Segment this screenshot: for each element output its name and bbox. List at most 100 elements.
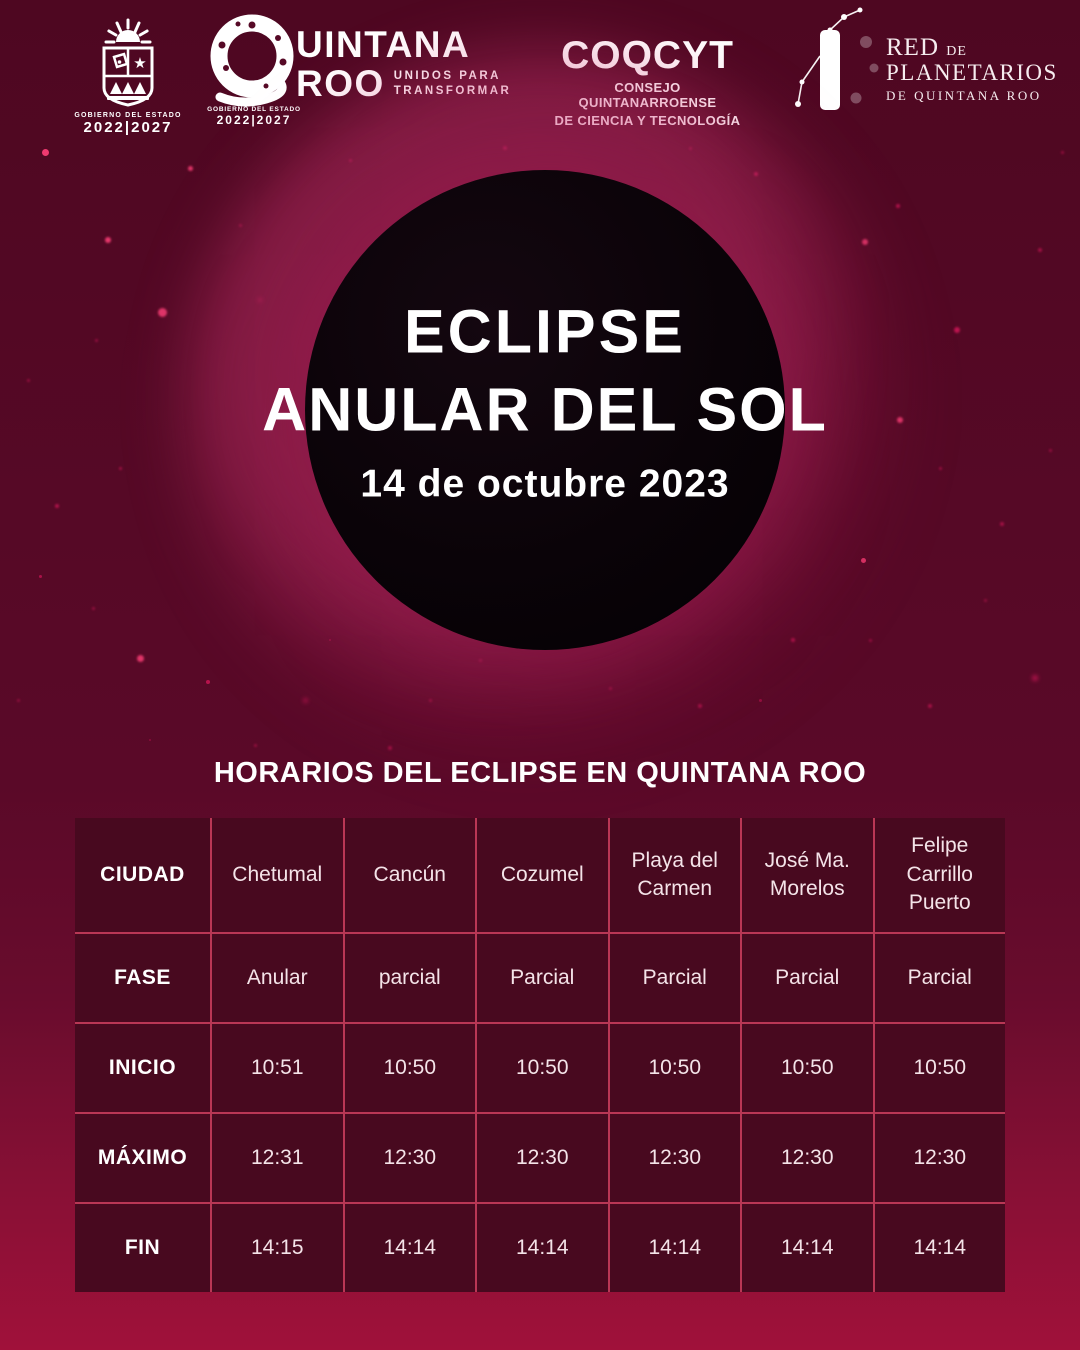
table-header-city-5: Felipe Carrillo Puerto [874, 818, 1005, 932]
star-dot [206, 680, 210, 684]
eclipse-moon-disc [305, 170, 785, 650]
star-dot [954, 327, 960, 333]
table-cell-r0-c2: Parcial [477, 934, 608, 1022]
star-dot [348, 158, 352, 162]
eclipse-date: 14 de octubre 2023 [360, 462, 730, 506]
gobierno-crest-logo: ★ GOBIERNO DEL ESTADO 2022|2027 [68, 18, 188, 136]
star-dot [754, 172, 758, 176]
schedule-section-title: HORARIOS DEL ECLIPSE EN QUINTANA ROO [213, 757, 867, 789]
star-dot [38, 574, 42, 578]
star-dot [238, 223, 242, 227]
svg-text:★: ★ [133, 55, 146, 72]
logo-bar: ★ GOBIERNO DEL ESTADO 2022|2027 [0, 0, 1080, 145]
star-dot [928, 704, 932, 708]
star-dot [1060, 150, 1064, 154]
table-header-city-1: Cancún [344, 818, 475, 932]
star-dot [388, 746, 392, 750]
table-cell-r3-c3: 14:14 [609, 1204, 740, 1292]
star-dot [187, 165, 193, 171]
table-header-city-2: Cozumel [477, 818, 608, 932]
red-planetarios-logo: RED DE PLANETARIOS DE QUINTANA ROO [786, 6, 1058, 120]
table-cell-r1-c3: 10:50 [609, 1024, 740, 1112]
table-cell-r0-c5: Parcial [874, 934, 1005, 1022]
star-dot [302, 697, 308, 703]
table-cell-r1-c2: 10:50 [477, 1024, 608, 1112]
star-dot [253, 743, 257, 747]
star-dot [428, 698, 432, 702]
star-dot [938, 466, 942, 470]
star-dot [105, 237, 111, 243]
planetarios-word-planetarios: PLANETARIOS [886, 60, 1058, 86]
star-dot [791, 638, 795, 642]
qr-years: 2022|2027 [216, 113, 292, 127]
star-dot [897, 417, 903, 423]
star-dot [862, 239, 868, 245]
eclipse-schedule-table: CIUDAD Chetumal Cancún Cozumel Playa del Car… [75, 818, 1005, 1292]
table-cell-r0-c3: Parcial [609, 934, 740, 1022]
star-dot [118, 466, 122, 470]
table-header-city-4: José Ma. Morelos [742, 818, 873, 932]
star-dot [1032, 675, 1038, 681]
star-dot [983, 598, 987, 602]
star-dot [896, 204, 900, 208]
table-cell-r1-c1: 10:50 [344, 1024, 475, 1112]
table-cell-r0-c1: parcial [344, 934, 475, 1022]
planetarios-word-red: RED [886, 34, 939, 62]
table-cell-r2-c1: 12:30 [344, 1114, 475, 1202]
quintana-roo-logo: GOBIERNO DEL ESTADO 2022|2027 UINTANA RO… [202, 10, 511, 127]
table-cell-r1-c5: 10:50 [874, 1024, 1005, 1112]
star-dot [157, 307, 167, 317]
table-cell-r2-c2: 12:30 [477, 1114, 608, 1202]
ornate-q-icon [210, 14, 294, 107]
table-cell-r2-c3: 12:30 [609, 1114, 740, 1202]
table-row-label-2: MÁXIMO [75, 1114, 210, 1202]
table-cell-r1-c0: 10:51 [212, 1024, 343, 1112]
state-crest-icon: ★ [102, 18, 154, 107]
star-dot [860, 557, 866, 563]
star-dot [329, 639, 331, 641]
table-cell-r0-c0: Anular [212, 934, 343, 1022]
star-dot [1048, 448, 1052, 452]
star-dot [1000, 522, 1004, 526]
coqcyt-logo: COQCYT CONSEJO QUINTANARROENSE DE CIENCI… [545, 36, 750, 128]
table-cell-r2-c5: 12:30 [874, 1114, 1005, 1202]
table-header-city-3: Playa del Carmen [609, 818, 740, 932]
qr-word-roo: ROO [296, 63, 385, 104]
qr-word-uintana: UINTANA [296, 24, 471, 65]
table-cell-r3-c0: 14:15 [212, 1204, 343, 1292]
coqcyt-title: COQCYT [561, 34, 734, 77]
planetarios-word-region: DE QUINTANA ROO [886, 87, 1042, 103]
star-dot [1038, 248, 1042, 252]
star-dot [868, 638, 872, 642]
table-header-city-0: Chetumal [212, 818, 343, 932]
table-cell-r3-c2: 14:14 [477, 1204, 608, 1292]
star-dot [698, 704, 702, 708]
crest-years: 2022|2027 [83, 119, 173, 136]
star-dot [91, 606, 95, 610]
table-cell-r0-c4: Parcial [742, 934, 873, 1022]
eclipse-title-line2: ANULAR DEL SOL [262, 375, 828, 444]
table-header-ciudad: CIUDAD [75, 818, 210, 932]
eclipse-graphic: ECLIPSE ANULAR DEL SOL 14 de octubre 202… [185, 50, 905, 770]
star-dot [41, 148, 49, 156]
star-dot [26, 378, 30, 382]
qr-subtitle: GOBIERNO DEL ESTADO [207, 106, 301, 113]
star-dot [94, 338, 98, 342]
eclipse-title-block: ECLIPSE ANULAR DEL SOL 14 de octubre 202… [185, 301, 905, 506]
table-cell-r3-c1: 14:14 [344, 1204, 475, 1292]
table-row-label-1: INICIO [75, 1024, 210, 1112]
star-dot [55, 504, 59, 508]
qr-tagline: UNIDOS PARA TRANSFORMAR [394, 69, 512, 98]
crest-subtitle: GOBIERNO DEL ESTADO [74, 112, 182, 119]
table-cell-r2-c4: 12:30 [742, 1114, 873, 1202]
table-cell-r1-c4: 10:50 [742, 1024, 873, 1112]
planetarios-word-de: DE [946, 44, 967, 60]
table-row-label-0: FASE [75, 934, 210, 1022]
star-dot [136, 654, 144, 662]
table-cell-r3-c4: 14:14 [742, 1204, 873, 1292]
star-dot [16, 698, 20, 702]
star-dot [258, 298, 262, 302]
star-dot [149, 739, 151, 741]
star-dot [758, 698, 762, 702]
